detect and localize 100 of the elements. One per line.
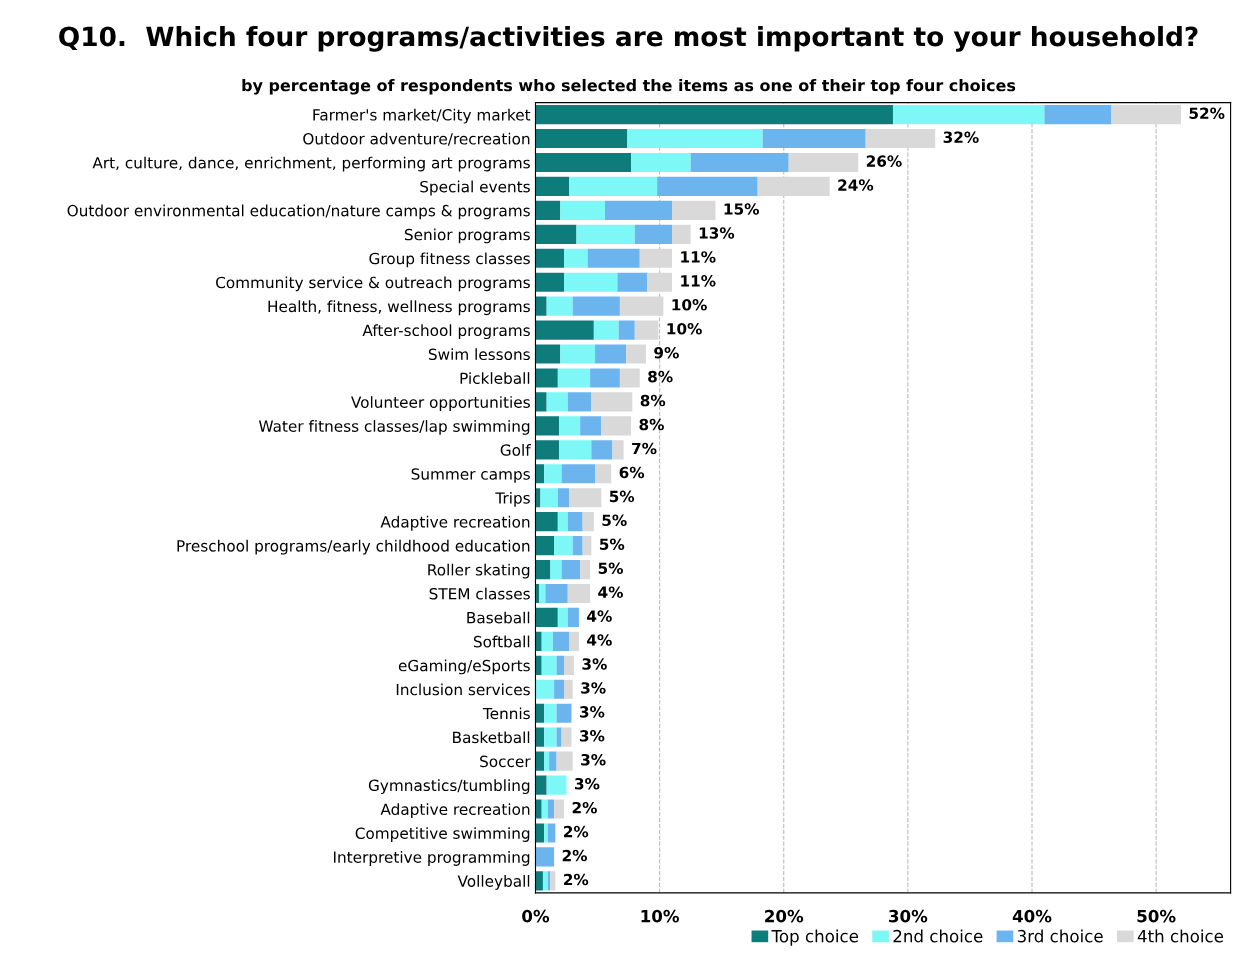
total-label: 7% [632, 442, 657, 455]
bar [582, 536, 592, 556]
legend-label: 2nd choice [893, 929, 983, 943]
y-tick-label: Community service & outreach programs [216, 276, 530, 292]
total-label: 5% [602, 514, 627, 527]
y-tick-label: Interpretive programming [333, 851, 530, 866]
bar [569, 488, 602, 508]
y-tick-label: Gymnastics/tumbling [368, 779, 530, 795]
bar [557, 607, 568, 628]
total-label: 5% [598, 562, 623, 574]
bar [549, 751, 557, 771]
y-tick-label: Summer camps [411, 468, 530, 483]
total-label: 52% [1189, 107, 1225, 120]
bar [690, 152, 789, 173]
bar [567, 607, 579, 628]
bar [535, 823, 545, 843]
y-tick-label: Volunteer opportunities [351, 396, 530, 411]
bar [580, 559, 591, 580]
y-tick-label: After-school programs [362, 324, 530, 340]
bar [535, 176, 569, 196]
bar [535, 320, 594, 340]
y-tick-label: Health, fitness, wellness programs [268, 300, 530, 316]
bar [557, 368, 591, 388]
total-label: 11% [681, 251, 716, 263]
bar [544, 751, 550, 771]
bar [535, 344, 561, 364]
y-tick-label: Adaptive recreation [380, 515, 530, 531]
bar [535, 416, 560, 436]
bar [544, 823, 548, 843]
bar [554, 679, 565, 699]
bar [604, 200, 673, 220]
y-tick-label: Baseball [467, 611, 530, 624]
y-tick-label: Preschool programs/early childhood education [177, 539, 530, 555]
y-tick-label: Competitive swimming [355, 827, 530, 842]
y-tick-label: Senior programs [404, 228, 530, 244]
bar [582, 512, 594, 532]
bar [535, 871, 543, 891]
bar [647, 272, 673, 292]
bar [544, 703, 557, 723]
bar [560, 200, 605, 220]
bar [540, 488, 558, 508]
total-label: 3% [581, 682, 606, 694]
bar [550, 559, 562, 580]
bar [541, 631, 553, 651]
total-label: 4% [587, 610, 612, 622]
bar [535, 536, 555, 556]
total-label: 8% [648, 370, 673, 383]
bar [559, 440, 592, 460]
bar [564, 248, 588, 268]
bar [547, 799, 555, 819]
y-tick-label: Roller skating [428, 563, 530, 579]
bar [535, 751, 545, 771]
total-label: 3% [582, 658, 607, 670]
bar [569, 176, 658, 196]
x-tick-label: 20% [765, 909, 804, 923]
bar [561, 727, 572, 747]
bar [567, 392, 592, 412]
bar [535, 679, 555, 699]
bar [557, 488, 569, 508]
bar [556, 703, 572, 723]
bar [542, 871, 548, 891]
bar [535, 512, 558, 532]
x-tick-label: 0% [522, 909, 550, 923]
bar [559, 416, 581, 436]
y-tick-label: Farmer's market/City market [313, 108, 531, 124]
total-label: 3% [581, 754, 606, 766]
bar [550, 871, 556, 891]
total-label: 11% [681, 275, 716, 287]
total-label: 4% [598, 586, 623, 598]
total-label: 5% [609, 490, 635, 503]
bar [627, 128, 763, 149]
legend-label: Top choice [771, 929, 859, 946]
bar [535, 152, 632, 173]
x-tick-label: 40% [1012, 909, 1052, 923]
x-tick-label: 50% [1137, 909, 1176, 923]
bar [572, 296, 620, 316]
bar [535, 775, 547, 795]
total-label: 2% [564, 873, 589, 886]
bar [672, 200, 716, 220]
bar [569, 631, 579, 651]
y-tick-label: Basketball [453, 731, 530, 744]
y-tick-label: Trips [495, 491, 530, 507]
bar [541, 655, 557, 675]
bar [892, 105, 1045, 125]
bar [535, 248, 565, 268]
y-tick-label: Soccer [480, 755, 531, 768]
y-tick-label: Tennis [482, 707, 530, 720]
y-tick-label: Volleyball [457, 875, 530, 890]
bar [564, 272, 618, 292]
total-label: 24% [838, 179, 874, 191]
bar [572, 536, 583, 556]
bar [601, 416, 632, 436]
bar [556, 655, 565, 675]
bar [535, 296, 547, 316]
x-tick-label: 30% [889, 909, 928, 923]
bar [788, 152, 859, 173]
bar [554, 536, 573, 556]
bar [535, 847, 555, 867]
y-tick-label: Softball [473, 635, 530, 648]
bar [546, 775, 567, 795]
